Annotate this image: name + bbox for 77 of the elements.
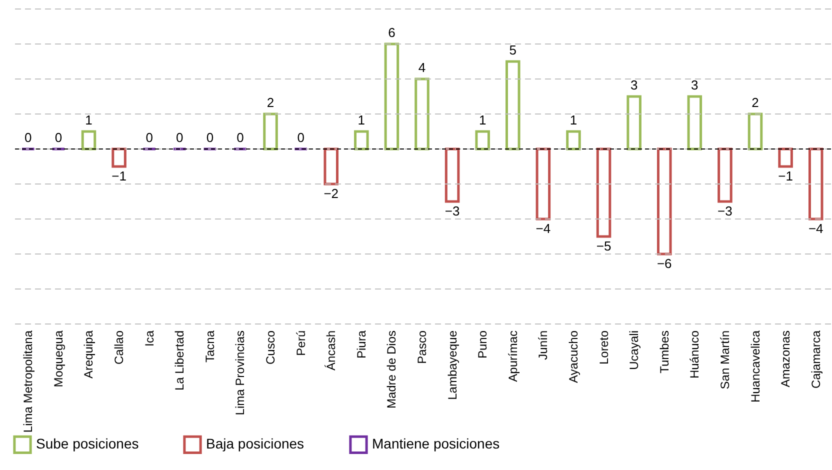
bar: [566, 130, 581, 150]
bar: [596, 148, 612, 238]
x-tick-label: Ayacucho: [566, 330, 580, 383]
data-label: 5: [509, 42, 517, 58]
data-label: 0: [54, 130, 62, 145]
x-tick-label: Amazonas: [778, 330, 793, 388]
bar: [354, 130, 369, 150]
x-tick-label: Cajamarca: [808, 330, 823, 389]
x-tick-label: Puno: [476, 330, 490, 359]
data-label: 2: [266, 95, 274, 110]
bar: [808, 148, 824, 220]
bar: [263, 112, 278, 150]
data-label: 1: [358, 112, 366, 128]
x-tick-label: Cusco: [264, 330, 278, 365]
bar: [718, 148, 732, 203]
bar: [444, 148, 460, 203]
data-label: 3: [691, 78, 698, 92]
x-tick-label: San Martín: [718, 330, 732, 390]
bar: [626, 95, 642, 150]
x-tick-label: Tumbes: [657, 330, 672, 374]
bar: [656, 148, 672, 256]
data-label: −4: [536, 221, 551, 236]
data-label: 0: [297, 130, 304, 145]
bar: [384, 42, 400, 150]
legend-label: Mantiene posiciones: [372, 436, 500, 452]
bar: [475, 130, 490, 150]
x-tick-label: Ica: [142, 330, 156, 347]
data-label: 4: [418, 60, 426, 75]
data-label: −1: [778, 168, 793, 184]
data-label: −5: [596, 238, 612, 254]
bar: [506, 60, 520, 150]
x-tick-label: Áncash: [324, 330, 338, 371]
x-tick-label: Lima Provincias: [233, 330, 248, 416]
data-label: 0: [206, 130, 214, 145]
x-tick-label: Loreto: [596, 330, 611, 365]
x-tick-label: Arequipa: [82, 330, 96, 379]
x-tick-label: Moquegua: [51, 330, 66, 388]
data-label: −6: [656, 256, 672, 271]
data-label: −3: [718, 204, 732, 218]
data-label: −4: [808, 221, 824, 236]
x-tick-label: Callao: [112, 330, 126, 365]
x-tick-label: Apurímac: [506, 330, 520, 382]
x-tick-label: Huancavelica: [748, 330, 762, 403]
data-label: 0: [146, 130, 153, 145]
x-tick-label: Lima Metropolitana: [21, 330, 36, 433]
bar: [778, 148, 793, 168]
data-label: 0: [24, 130, 32, 145]
data-label: −2: [324, 186, 339, 201]
data-label: 1: [478, 112, 486, 128]
data-label: 2: [752, 95, 759, 110]
x-tick-label: Tacna: [202, 330, 217, 363]
data-label: 6: [388, 25, 396, 40]
bar: [81, 130, 96, 150]
legend-label: Baja posiciones: [206, 436, 304, 452]
data-label: 1: [85, 112, 92, 128]
x-tick-label: La Libertad: [172, 330, 187, 391]
bar: [324, 148, 338, 186]
x-tick-label: Perú: [294, 330, 308, 356]
data-label: −3: [444, 204, 460, 218]
data-label: 3: [630, 78, 638, 92]
legend-label: Sube posiciones: [36, 436, 139, 452]
x-tick-label: Huánuco: [688, 330, 702, 379]
x-tick-label: Piura: [354, 330, 368, 359]
x-tick-label: Madre de Dios: [384, 330, 399, 409]
bar: [687, 95, 702, 150]
data-label: 1: [570, 112, 578, 128]
bar: [748, 112, 763, 150]
x-tick-label: Pasco: [415, 330, 429, 364]
bar: [112, 148, 126, 168]
x-tick-label: Lambayeque: [445, 330, 460, 400]
data-label: 0: [176, 130, 184, 145]
bar: [414, 78, 430, 150]
data-label: −1: [112, 168, 126, 184]
x-tick-label: Ucayali: [627, 330, 642, 370]
data-label: 0: [236, 130, 244, 145]
x-tick-label: Junín: [536, 330, 550, 360]
bar: [536, 148, 551, 220]
